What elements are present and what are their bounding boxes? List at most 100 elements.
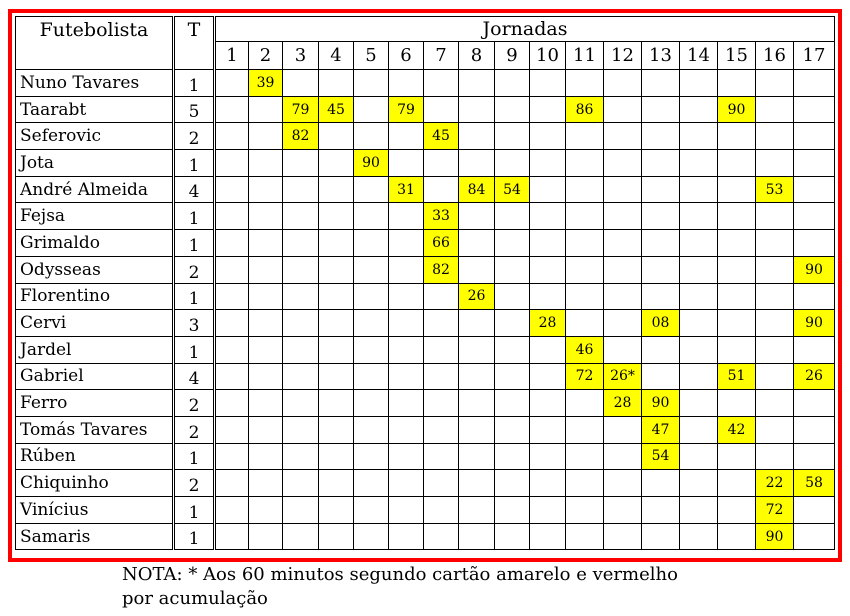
empty-cell [565,122,604,151]
card-total: 1 [173,442,216,471]
empty-cell [318,229,354,257]
empty-cell [641,122,680,151]
round-number: 5 [353,41,389,70]
round-number: 9 [494,41,530,70]
empty-cell [388,202,424,231]
empty-cell [565,282,604,311]
players-body: Nuno Tavares 1 39 Taarabt 5 79 45 79 86 90 Seferov… [15,69,835,551]
empty-cell [603,415,642,444]
table-row: Tomás Tavares 2 47 42 [15,415,835,444]
card-total: 2 [173,469,216,497]
empty-cell [641,255,680,284]
empty-cell [423,282,459,311]
empty-cell [529,202,566,231]
table-row: André Almeida 4 31 84 54 53 [15,175,835,204]
round-number: 13 [641,41,680,70]
empty-cell [214,202,249,231]
table-row: Odysseas 2 82 90 [15,255,835,284]
empty-cell [529,469,566,497]
empty-cell [717,122,756,151]
player-name: Jota [15,149,175,177]
empty-cell [529,442,566,471]
empty-cell [793,175,835,204]
empty-cell [214,309,249,337]
table-row: Vinícius 1 72 [15,496,835,524]
empty-cell [248,335,283,364]
empty-cell [755,202,794,231]
yellow-card-minute: 72 [565,362,604,391]
yellow-card-minute: 31 [388,175,424,204]
card-total: 1 [173,496,216,524]
empty-cell [318,175,354,204]
player-name: Jardel [15,335,175,364]
empty-cell [755,229,794,257]
round-number: 17 [793,41,835,70]
empty-cell [494,496,530,524]
empty-cell [388,362,424,391]
empty-cell [494,442,530,471]
empty-cell [458,255,495,284]
table-row: Grimaldo 1 66 [15,229,835,257]
empty-cell [717,389,756,417]
empty-cell [282,362,319,391]
player-name: Florentino [15,282,175,311]
empty-cell [248,362,283,391]
empty-cell [214,335,249,364]
empty-cell [458,149,495,177]
empty-cell [679,122,718,151]
empty-cell [793,282,835,311]
empty-cell [423,309,459,337]
empty-cell [641,469,680,497]
yellow-card-minute: 66 [423,229,459,257]
empty-cell [458,496,495,524]
empty-cell [248,389,283,417]
empty-cell [494,415,530,444]
empty-cell [603,149,642,177]
empty-cell [214,149,249,177]
empty-cell [423,415,459,444]
yellow-card-minute: 42 [717,415,756,444]
empty-cell [388,282,424,311]
empty-cell [641,202,680,231]
empty-cell [494,282,530,311]
empty-cell [353,335,389,364]
empty-cell [458,362,495,391]
empty-cell [318,122,354,151]
card-total: 4 [173,175,216,204]
empty-cell [423,389,459,417]
empty-cell [717,335,756,364]
round-number: 6 [388,41,424,70]
player-name: Ferro [15,389,175,417]
empty-cell [641,282,680,311]
empty-cell [603,496,642,524]
empty-cell [679,282,718,311]
empty-cell [282,335,319,364]
empty-cell [282,229,319,257]
empty-cell [388,415,424,444]
empty-cell [388,309,424,337]
empty-cell [282,496,319,524]
yellow-card-minute: 84 [458,175,495,204]
empty-cell [388,255,424,284]
empty-cell [529,522,566,551]
yellow-card-minute: 26* [603,362,642,391]
empty-cell [318,309,354,337]
empty-cell [248,255,283,284]
empty-cell [282,282,319,311]
empty-cell [494,122,530,151]
empty-cell [214,469,249,497]
empty-cell [248,282,283,311]
empty-cell [494,469,530,497]
empty-cell [793,202,835,231]
empty-cell [458,122,495,151]
empty-cell [388,442,424,471]
empty-cell [793,95,835,124]
empty-cell [214,175,249,204]
empty-cell [494,522,530,551]
header-total: T [173,16,216,70]
empty-cell [423,69,459,97]
empty-cell [423,335,459,364]
table-row: Jardel 1 46 [15,335,835,364]
empty-cell [248,95,283,124]
empty-cell [214,69,249,97]
